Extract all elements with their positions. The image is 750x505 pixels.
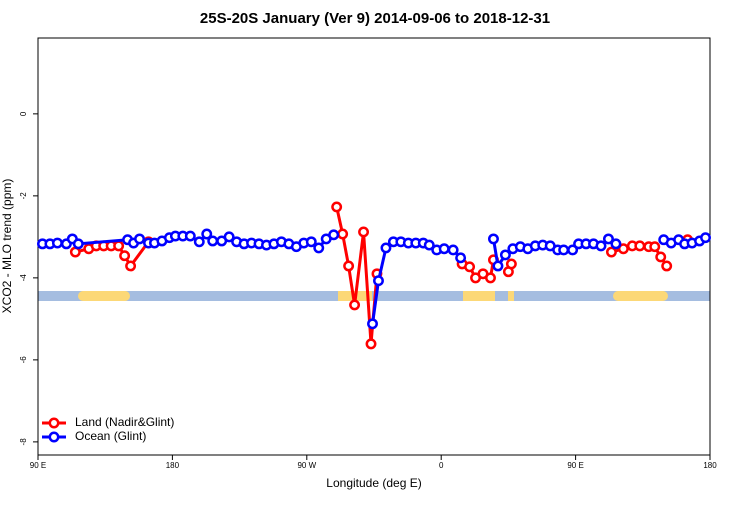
data-point: [649, 241, 661, 253]
data-point: [313, 242, 325, 254]
data-point: [201, 228, 213, 240]
data-point: [634, 240, 646, 252]
y-tick-label: -4: [19, 274, 28, 282]
data-point: [184, 230, 196, 242]
data-point: [331, 201, 343, 213]
data-point: [595, 240, 607, 252]
data-point: [373, 275, 384, 287]
data-point: [328, 229, 340, 241]
chart-title: 25S-20S January (Ver 9) 2014-09-06 to 20…: [200, 10, 550, 27]
data-point: [485, 272, 496, 284]
y-axis-label: XCO2 - MLO trend (ppm): [0, 179, 14, 314]
data-point: [567, 244, 579, 256]
data-point: [51, 237, 63, 249]
x-tick-label: 180: [166, 461, 180, 470]
y-tick-label: -8: [19, 438, 28, 446]
data-point: [438, 243, 450, 255]
legend: Land (Nadir&Glint)Ocean (Glint): [42, 415, 174, 443]
data-point: [72, 238, 84, 250]
y-tick-label: 0: [19, 111, 28, 116]
data-point: [617, 243, 629, 255]
data-point: [365, 338, 377, 350]
data-point: [134, 233, 145, 245]
legend-marker: [48, 431, 60, 443]
data-point: [343, 260, 355, 272]
data-point: [603, 233, 614, 245]
data-point: [207, 235, 219, 247]
x-tick-label: 180: [703, 461, 717, 470]
data-point: [125, 260, 137, 272]
data-point: [337, 228, 349, 240]
x-tick-label: 90 W: [297, 461, 316, 470]
x-tick-label: 90 E: [567, 461, 583, 470]
data-point: [655, 251, 667, 263]
data-point: [610, 238, 622, 250]
data-point: [447, 244, 459, 256]
x-tick-label: 90 E: [30, 461, 46, 470]
data-point: [113, 240, 125, 252]
data-point: [505, 258, 517, 270]
y-tick-label: -6: [19, 356, 28, 364]
legend-marker: [48, 417, 60, 429]
data-point: [488, 233, 499, 245]
legend-label: Land (Nadir&Glint): [75, 415, 174, 429]
data-point: [358, 226, 369, 238]
plot-frame: [37, 37, 711, 456]
data-point: [464, 261, 476, 273]
data-point: [119, 250, 131, 262]
data-point: [558, 244, 570, 256]
data-point: [499, 249, 511, 261]
data-point: [605, 246, 617, 258]
data-point: [193, 236, 205, 248]
x-axis-label: Longitude (deg E): [326, 476, 421, 490]
data-point: [305, 236, 317, 248]
y-tick-label: -2: [19, 192, 28, 200]
data-point: [661, 260, 673, 272]
x-tick-label: 0: [439, 461, 444, 470]
data-point: [223, 231, 235, 243]
data-point: [380, 242, 392, 254]
data-point: [700, 232, 711, 244]
data-point: [367, 318, 378, 330]
data-point: [455, 252, 467, 264]
data-point: [349, 299, 361, 311]
data-point: [492, 260, 504, 272]
legend-label: Ocean (Glint): [75, 429, 146, 443]
data-point: [423, 239, 435, 251]
